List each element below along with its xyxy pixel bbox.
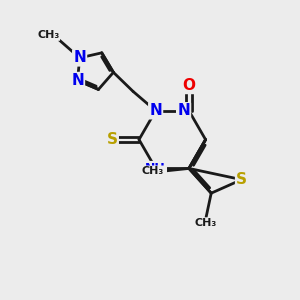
Text: N: N — [73, 50, 86, 65]
Text: S: S — [236, 172, 247, 187]
Text: CH₃: CH₃ — [37, 30, 59, 40]
Text: N: N — [149, 103, 162, 118]
Text: CH₃: CH₃ — [195, 218, 217, 228]
Text: S: S — [107, 132, 118, 147]
Text: O: O — [182, 78, 195, 93]
Text: N: N — [177, 103, 190, 118]
Text: NH: NH — [145, 162, 166, 175]
Text: N: N — [71, 73, 84, 88]
Text: CH₃: CH₃ — [142, 166, 164, 176]
